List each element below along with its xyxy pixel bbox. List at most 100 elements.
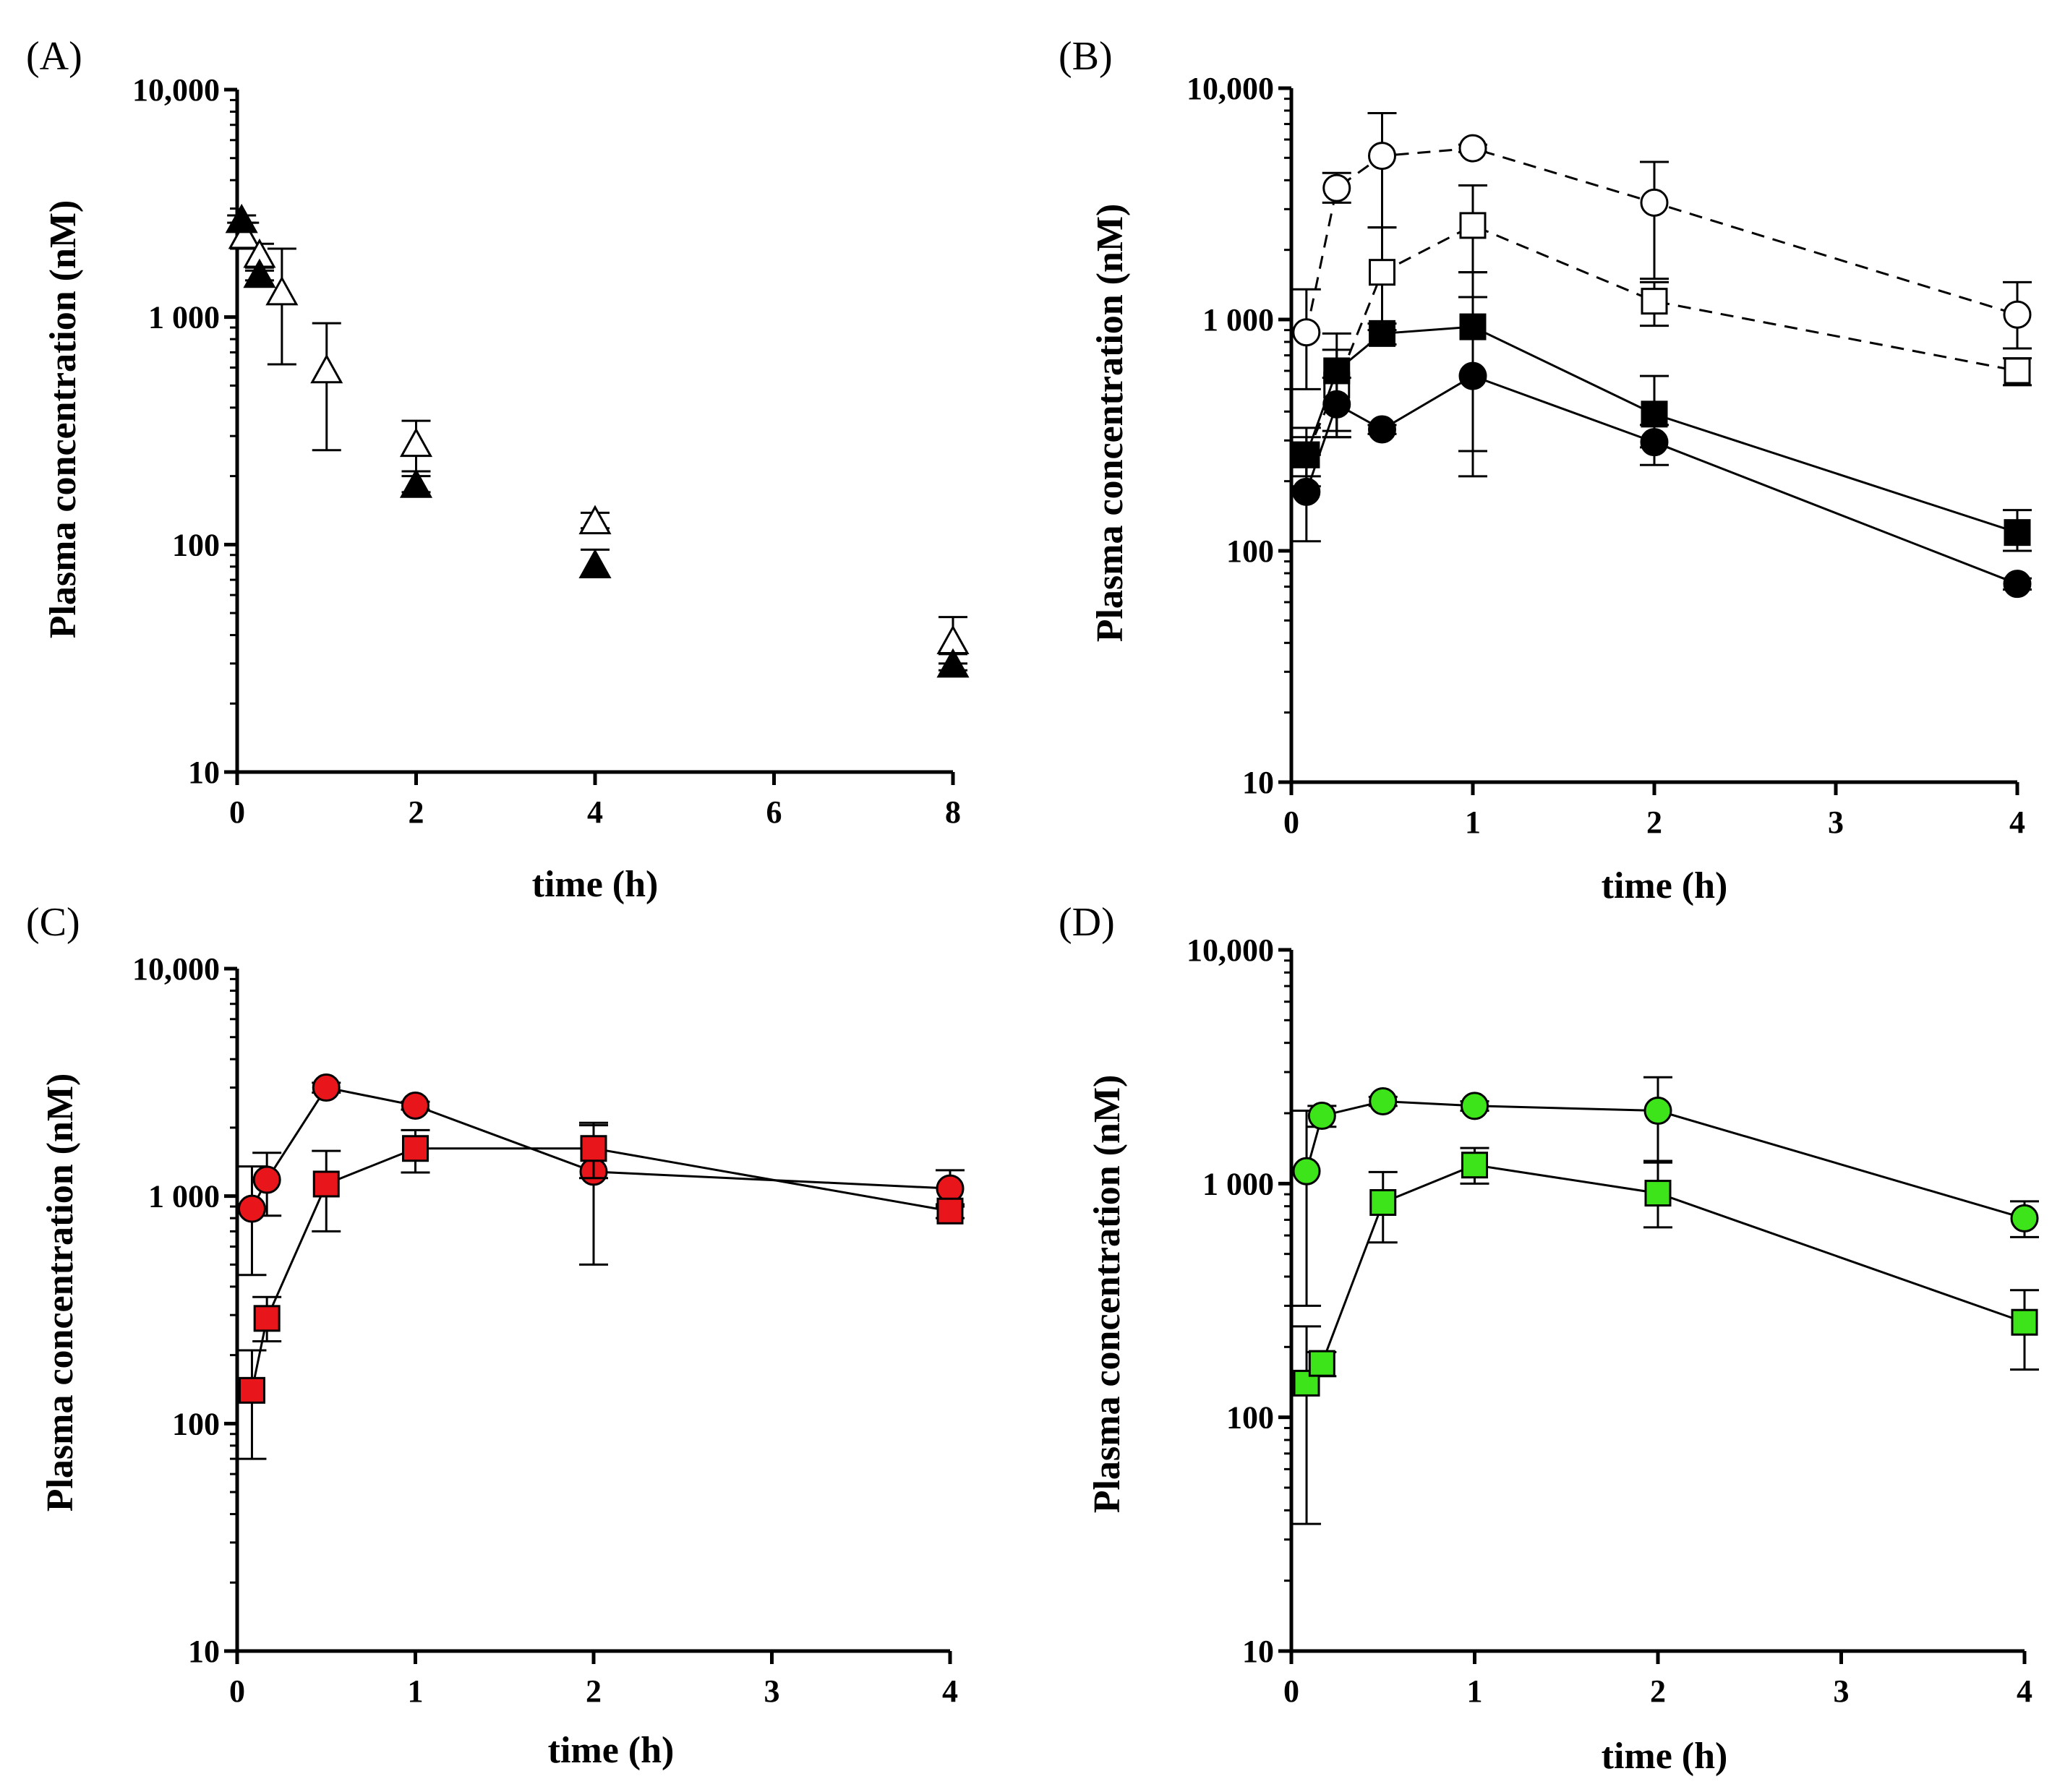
- series-filled-triangles: [225, 203, 970, 678]
- y-axis-label-c: Plasma concentration (nM): [40, 1073, 81, 1512]
- x-tick-label: 4: [587, 794, 603, 830]
- data-point-circle: [1643, 1097, 1672, 1126]
- data-point-triangle: [578, 505, 612, 535]
- y-axis-label-d: Plasma concentration (nM): [1087, 1075, 1128, 1514]
- series-green-squares: [1292, 1146, 2039, 1525]
- panel-c: (C) Plasma concentration (nM) time (h) 1…: [26, 900, 965, 1771]
- y-tick-label: 1 000: [148, 300, 220, 335]
- data-point-circle: [312, 1073, 341, 1102]
- y-tick-label: 1 000: [1202, 1166, 1274, 1201]
- series-filled-circles: [1291, 296, 2032, 599]
- series-line: [1305, 374, 2018, 586]
- panel-letter-a: (A): [26, 34, 82, 79]
- data-point-circle: [1458, 361, 1487, 390]
- data-point-square: [936, 1197, 964, 1225]
- y-tick-label: 100: [1226, 1400, 1274, 1436]
- data-point-square: [402, 1135, 429, 1162]
- data-point-square: [1641, 400, 1668, 428]
- data-point-square: [1308, 1350, 1335, 1377]
- plot-area-b: 10 100 1 000 10,000 0 1 2 3 4: [1187, 71, 2032, 840]
- data-point-square: [1644, 1180, 1672, 1207]
- data-point-circle: [1640, 188, 1669, 217]
- x-tick-label: 2: [1646, 805, 1662, 840]
- y-axis-label-b: Plasma concentration (nM): [1090, 204, 1131, 643]
- data-point-square: [312, 1170, 340, 1198]
- data-point-circle: [1640, 428, 1669, 457]
- data-point-triangle: [399, 468, 433, 498]
- data-point-triangle: [578, 549, 612, 578]
- data-point-square: [580, 1135, 607, 1162]
- x-tick-label: 0: [229, 1673, 245, 1709]
- series-line: [1305, 147, 2018, 333]
- x-tick-label: 1: [1467, 1673, 1483, 1709]
- data-point-circle: [1292, 318, 1321, 347]
- data-point-square: [2004, 519, 2031, 546]
- x-tick-label: 6: [766, 794, 782, 830]
- x-tick-label: 0: [1283, 805, 1299, 840]
- data-point-triangle: [936, 648, 970, 678]
- panel-a: (A) Plasma concentration (nM) time (h) 1…: [26, 34, 970, 905]
- data-point-circle: [936, 1174, 965, 1203]
- y-tick-label: 100: [1226, 533, 1274, 569]
- panel-letter-c: (C): [26, 900, 80, 945]
- data-point-square: [238, 1376, 265, 1404]
- x-tick-label: 1: [1465, 805, 1481, 840]
- x-tick-label: 3: [764, 1673, 780, 1709]
- y-tick-label: 10: [1242, 765, 1274, 800]
- data-point-square: [1369, 320, 1395, 347]
- data-point-square: [1369, 259, 1395, 286]
- y-tick-label: 100: [172, 527, 220, 562]
- x-tick-label: 2: [1650, 1673, 1666, 1709]
- data-point-square: [1459, 212, 1487, 239]
- x-tick-label: 1: [408, 1673, 424, 1709]
- data-point-circle: [1292, 1157, 1321, 1186]
- x-axis-label-a: time (h): [532, 864, 659, 905]
- y-tick-label: 10: [1242, 1634, 1274, 1669]
- y-tick-label: 10,000: [132, 951, 220, 987]
- data-point-circle: [2003, 300, 2032, 329]
- data-point-square: [2011, 1308, 2038, 1336]
- data-point-circle: [1322, 390, 1351, 419]
- data-point-triangle: [310, 353, 343, 384]
- data-point-circle: [2003, 570, 2032, 599]
- x-tick-label: 4: [2017, 1673, 2032, 1709]
- plot-area-a: 10 100 1 000 10,000 0 2 4 6 8: [132, 72, 970, 830]
- y-tick-label: 1 000: [1202, 302, 1274, 338]
- panel-letter-d: (D): [1059, 900, 1115, 945]
- plot-area-d: 10 100 1 000 10,000 0 1 2 3 4: [1187, 933, 2039, 1709]
- data-point-circle: [1292, 477, 1321, 506]
- panel-d: (D) Plasma concentration (nM) time (h) 1…: [1059, 900, 2039, 1777]
- panel-letter-b: (B): [1059, 34, 1113, 79]
- x-tick-label: 0: [1283, 1673, 1299, 1709]
- y-tick-label: 10,000: [1187, 71, 1274, 106]
- plot-area-c: 10 100 1 000 10,000 0 1 2 3 4: [132, 951, 965, 1709]
- data-point-circle: [1322, 173, 1351, 202]
- data-point-circle: [237, 1194, 266, 1223]
- y-tick-label: 10,000: [132, 72, 220, 108]
- x-tick-label: 4: [942, 1673, 958, 1709]
- data-point-circle: [252, 1165, 281, 1194]
- panel-b: (B) Plasma concentration (nM) time (h) 1…: [1059, 34, 2032, 906]
- data-point-circle: [1307, 1102, 1336, 1131]
- x-axis-label-d: time (h): [1602, 1736, 1728, 1777]
- data-point-triangle: [243, 258, 276, 288]
- series-line: [251, 1147, 951, 1391]
- data-point-circle: [1461, 1092, 1489, 1120]
- data-point-square: [1461, 1152, 1488, 1179]
- series-open-triangles: [228, 219, 970, 665]
- data-point-square: [1641, 288, 1668, 315]
- data-point-circle: [1458, 134, 1487, 163]
- x-tick-label: 8: [945, 794, 961, 830]
- x-tick-label: 0: [229, 794, 245, 830]
- data-point-circle: [2010, 1204, 2039, 1232]
- x-tick-label: 4: [2009, 805, 2025, 840]
- series-line: [1305, 325, 2018, 534]
- series-open-circles: [1291, 112, 2032, 390]
- x-axis-label-b: time (h): [1602, 865, 1728, 906]
- data-point-circle: [1369, 1086, 1398, 1115]
- x-tick-label: 3: [1834, 1673, 1850, 1709]
- y-tick-label: 100: [172, 1406, 220, 1441]
- data-point-triangle: [225, 203, 258, 233]
- data-point-square: [253, 1305, 281, 1332]
- series-red-squares: [237, 1121, 965, 1460]
